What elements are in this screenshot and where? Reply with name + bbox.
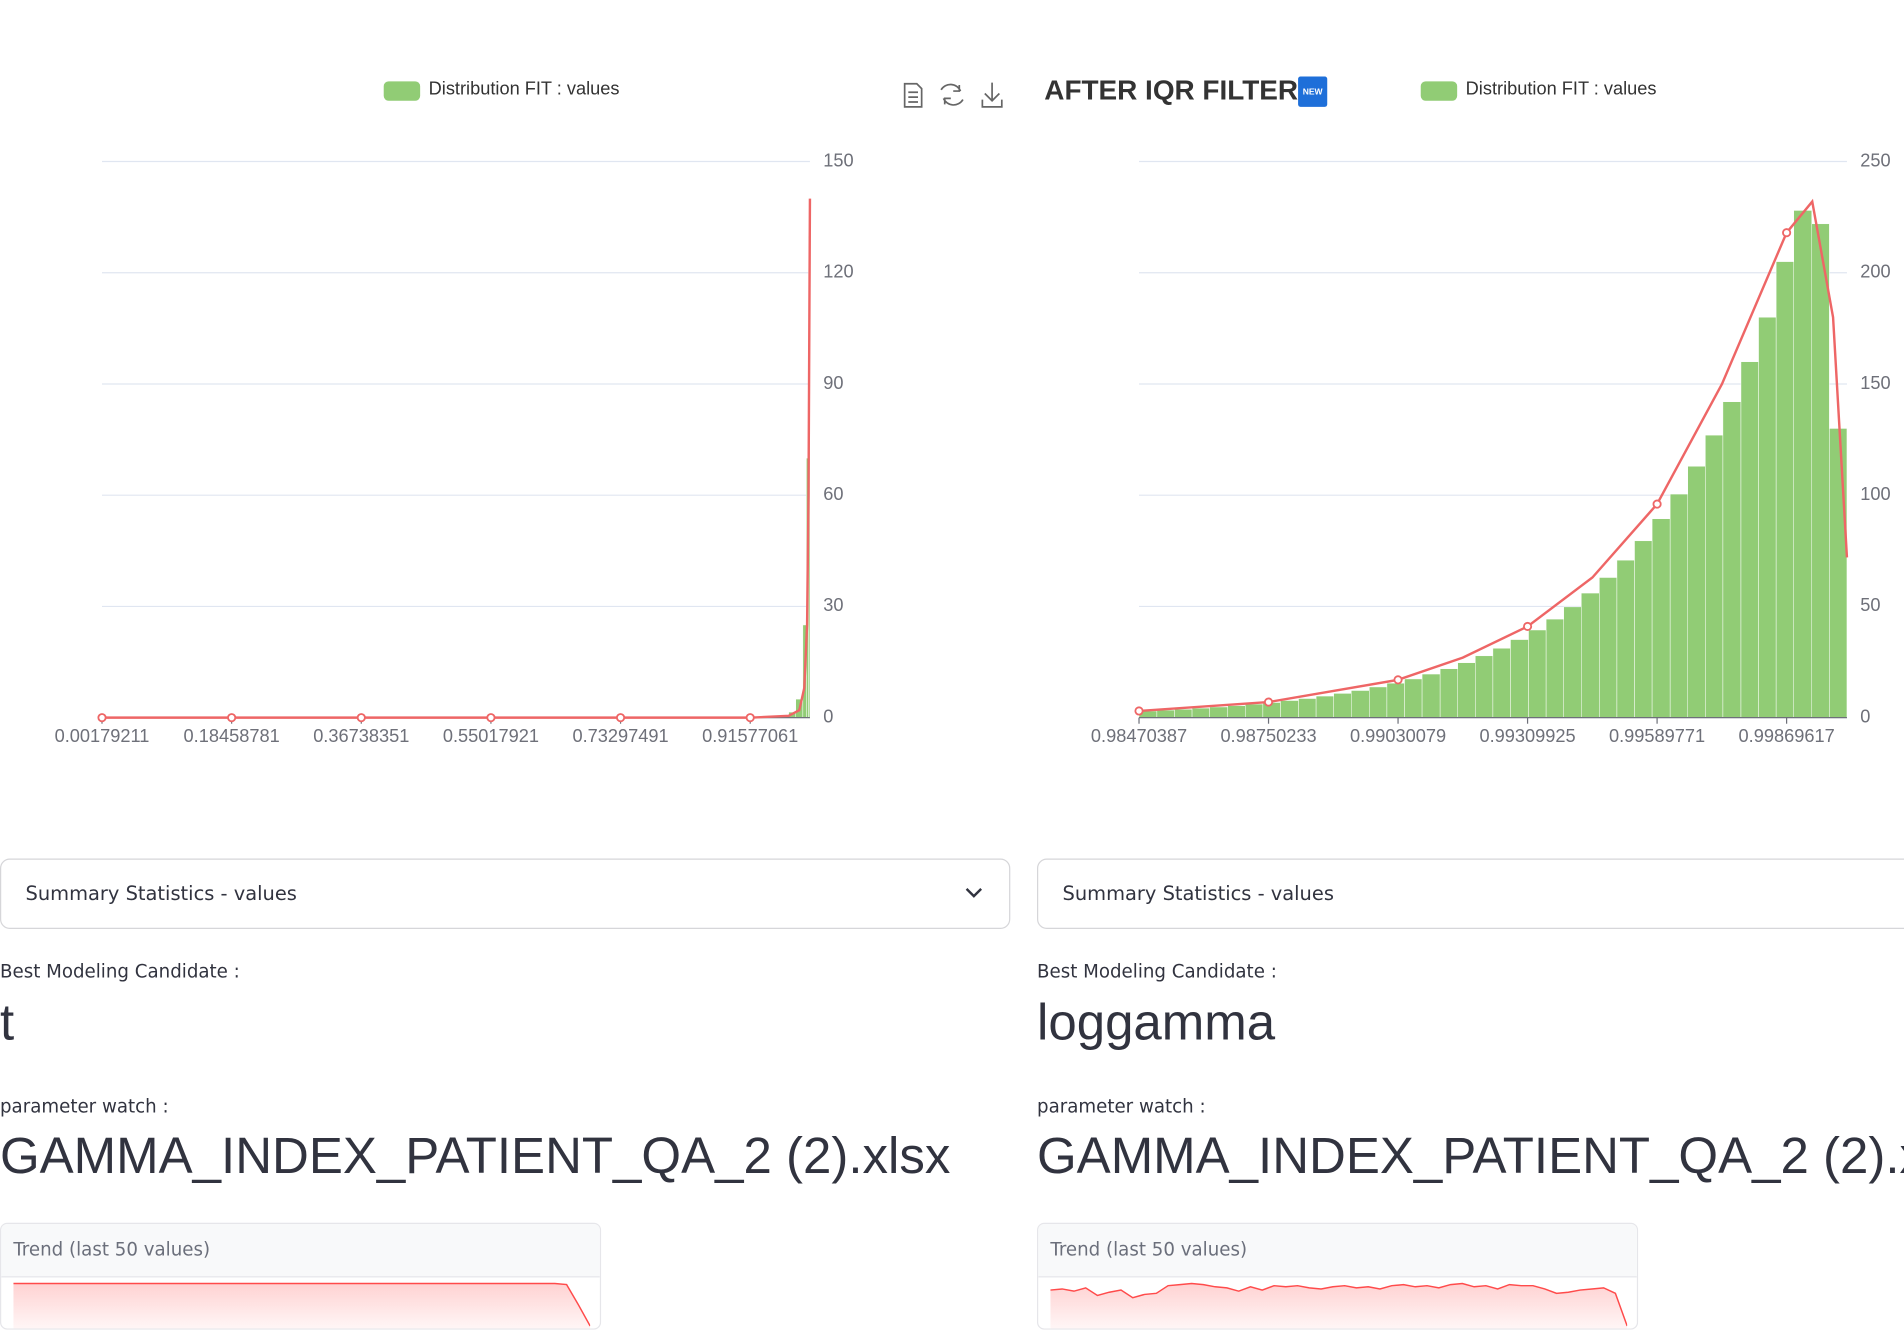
y-tick-label: 0 [823,706,833,726]
left-panel: Summary Statistics - values Best Modelin… [0,858,1011,1330]
param-label: parameter watch : [1037,1095,1206,1118]
sparkline-area [1050,1283,1628,1329]
legend-swatch [1420,81,1458,101]
x-tick-label: 0.91577061 [702,726,798,746]
y-tick-label: 90 [823,373,843,393]
fit-point [97,713,107,723]
chart-title: AFTER IQR FILTER [1044,75,1298,106]
y-tick-label: 100 [1860,484,1890,504]
summary-expander[interactable]: Summary Statistics - values [1037,858,1904,929]
charts: 0 30 60 90 120 150 0.00179211 0.18458781 0.36738… [55,75,1891,746]
legend-label: Distribution FIT : values [429,79,620,99]
y-tick-label: 0 [1860,706,1870,726]
x-tick-label: 0.98470387 [1091,726,1187,746]
sparkline [1050,1282,1628,1329]
fit-point [1782,228,1792,238]
fit-point [227,713,237,723]
x-tick-label: 0.00179211 [55,726,150,746]
right-panel: Summary Statistics - values Best Modelin… [1037,0,1904,1336]
sparkline-area [13,1283,591,1329]
y-tick-label: 50 [1860,595,1880,615]
trend-card: Trend (last 50 values) [0,1222,602,1330]
data-view-button[interactable] [903,82,923,108]
x-tick-label: 0.73297491 [572,726,668,746]
fit-point [745,713,755,723]
trend-title: Trend (last 50 values) [1,1224,600,1278]
expander-label: Summary Statistics - values [25,881,297,905]
fit-point [1134,706,1144,716]
sparkline-line [1050,1282,1628,1327]
x-tick-label: 0.36738351 [313,726,409,746]
expander-label: Summary Statistics - values [1062,881,1334,905]
save-image-button[interactable] [981,82,1003,108]
y-tick-label: 150 [1860,373,1890,393]
fit-point [356,713,366,723]
title-badge [1298,76,1328,107]
y-tick-label: 30 [823,595,843,615]
x-tick-label: 0.18458781 [184,726,280,746]
fit-point [616,713,626,723]
param-label: parameter watch : [0,1095,169,1118]
trend-card: Trend (last 50 values) [1037,1222,1639,1330]
y-tick-label: 200 [1860,262,1890,282]
fit-point [486,713,496,723]
param-value: GAMMA_INDEX_PATIENT_QA_2 (2).xlsx [0,1126,951,1184]
fit-point [1263,697,1274,707]
param-value: GAMMA_INDEX_PATIENT_QA_2 (2).xlsx [1037,1126,1904,1184]
trend-title: Trend (last 50 values) [1038,1224,1637,1278]
candidate-value: t [0,993,15,1051]
sparkline [13,1282,591,1329]
x-tick-label: 0.99309925 [1479,726,1575,746]
candidate-label: Best Modeling Candidate : [0,960,240,983]
x-tick-label: 0.99869617 [1739,726,1835,746]
chevron [965,888,983,898]
legend-label: Distribution FIT : values [1466,79,1657,99]
fit-point [1523,621,1533,631]
sparkline-line [13,1282,591,1327]
restore-button[interactable] [940,83,964,106]
x-tick-label: 0.99030079 [1350,726,1446,746]
fit-point [1652,499,1662,509]
x-tick-label: 0.55017921 [443,726,539,746]
x-tick-label: 0.98750233 [1220,726,1316,746]
fit-line [1138,198,1849,713]
badge-label: NEW [1303,87,1324,97]
candidate-label: Best Modeling Candidate : [1037,960,1277,983]
y-tick-label: 250 [1860,150,1890,170]
y-tick-label: 60 [823,484,843,504]
y-tick-label: 150 [823,150,853,170]
summary-expander[interactable]: Summary Statistics - values [0,858,1011,929]
legend-swatch [383,81,421,101]
toolbar [903,82,1003,108]
x-tick-label: 0.99589771 [1609,726,1705,746]
fit-point [1393,675,1403,685]
candidate-value: loggamma [1037,993,1276,1051]
y-tick-label: 120 [823,262,853,282]
